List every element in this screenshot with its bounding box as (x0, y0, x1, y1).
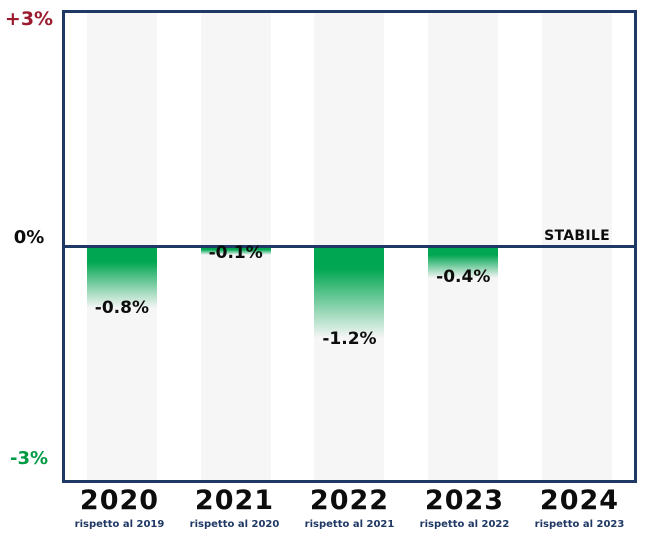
x-axis-item-2023: 2023 rispetto al 2022 (420, 487, 510, 530)
year-label: 2022 (309, 485, 390, 516)
y-axis-label-zero: 0% (13, 227, 45, 248)
bar-value-label-2021: -0.1% (208, 243, 263, 264)
stable-label: STABILE (544, 227, 611, 244)
zero-baseline (65, 245, 634, 248)
year-label: 2021 (194, 485, 275, 516)
x-axis-item-2020: 2020 rispetto al 2019 (75, 487, 165, 530)
year-label: 2020 (79, 485, 160, 516)
y-axis-label-minus3: -3% (9, 448, 49, 469)
x-axis-item-2021: 2021 rispetto al 2020 (190, 487, 280, 530)
bar-value-label-2020: -0.8% (94, 297, 149, 318)
bar-2021 (200, 247, 271, 256)
bar-2023 (428, 247, 499, 279)
x-axis-item-2022: 2022 rispetto al 2021 (305, 487, 395, 530)
comparison-label: rispetto al 2020 (189, 519, 280, 530)
x-axis-item-2024: 2024 rispetto al 2023 (535, 487, 625, 530)
comparison-label: rispetto al 2021 (304, 519, 395, 530)
column-band-2021: -0.1% (200, 13, 271, 480)
bar-value-label-2023: -0.4% (436, 266, 491, 287)
year-label: 2024 (539, 485, 620, 516)
bar-2022 (314, 247, 385, 341)
comparison-label: rispetto al 2019 (74, 519, 165, 530)
comparison-label: rispetto al 2023 (534, 519, 625, 530)
year-label: 2023 (424, 485, 505, 516)
x-axis-labels: 2020 rispetto al 2019 2021 rispetto al 2020… (62, 487, 637, 530)
bar-2020 (86, 247, 157, 310)
bar-value-label-2022: -1.2% (322, 328, 377, 349)
comparison-label: rispetto al 2022 (419, 519, 510, 530)
plot-area: -0.8% -0.1% -1.2% -0.4% STABILE (62, 10, 637, 483)
y-axis-label-plus3: +3% (4, 8, 54, 30)
